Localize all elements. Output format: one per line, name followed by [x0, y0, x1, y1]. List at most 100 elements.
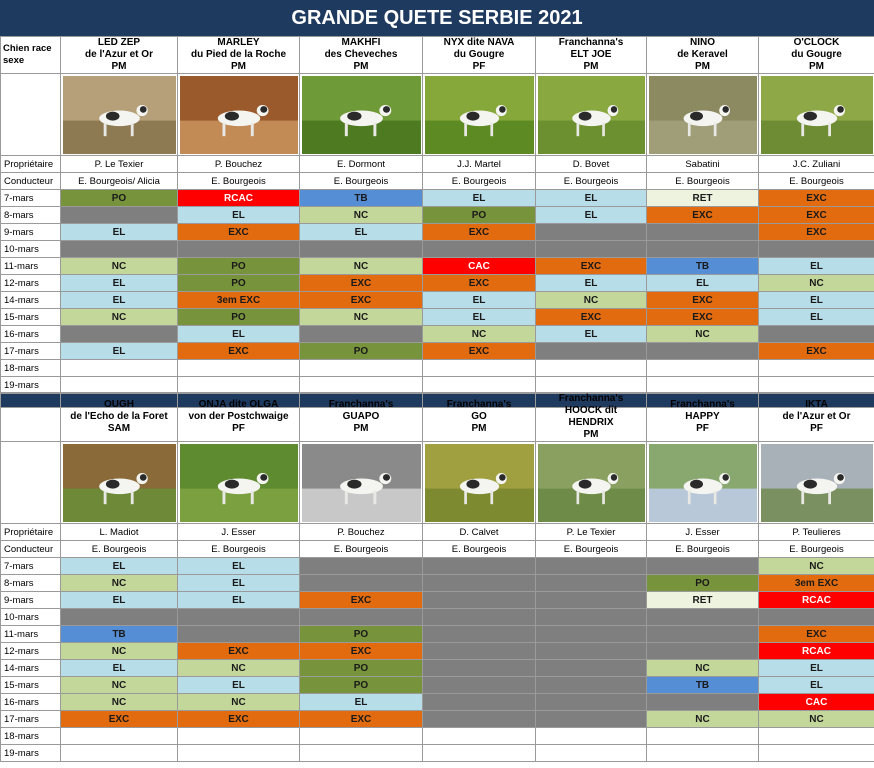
- photo-label-cell: [0, 441, 61, 524]
- result-cell: [535, 727, 647, 745]
- result-cell: [758, 608, 874, 626]
- result-cell: NC: [299, 257, 423, 275]
- dog-name-line: PM: [111, 61, 127, 72]
- result-cell: PO: [299, 659, 423, 677]
- result-cell: EL: [177, 591, 300, 609]
- dog-photo: [758, 73, 874, 156]
- dog-name-line: Franchanna's: [328, 399, 394, 410]
- owner-cell: P. Le Texier: [535, 523, 647, 541]
- result-cell: NC: [177, 659, 300, 677]
- result-cell: EL: [60, 342, 178, 360]
- result-cell: [758, 240, 874, 258]
- dog-name-line: PF: [232, 423, 245, 434]
- dog-name-cell: NYX dite NAVA du Gougre PF: [422, 36, 536, 74]
- dog-photo: [60, 73, 178, 156]
- dog-name-line: GO: [471, 411, 487, 422]
- owner-cell: J. Esser: [177, 523, 300, 541]
- date-cell: 14-mars: [0, 659, 61, 677]
- result-cell: [646, 557, 759, 575]
- result-cell: [60, 359, 178, 377]
- date-cell: 11-mars: [0, 625, 61, 643]
- dog-photo: [422, 441, 536, 524]
- result-cell: NC: [177, 693, 300, 711]
- result-cell: EL: [758, 659, 874, 677]
- dog-photo: [422, 73, 536, 156]
- result-cell: [646, 223, 759, 241]
- result-cell: [646, 359, 759, 377]
- result-cell: [758, 744, 874, 762]
- result-cell: NC: [535, 291, 647, 309]
- dog-name-line: de l'Echo de la Foret: [70, 411, 168, 422]
- result-cell: [422, 642, 536, 660]
- owner-label: Propriétaire: [0, 523, 61, 541]
- dog-photo: [535, 441, 647, 524]
- date-cell: 8-mars: [0, 574, 61, 592]
- result-cell: EL: [177, 557, 300, 575]
- result-cell: [422, 608, 536, 626]
- result-cell: EXC: [758, 342, 874, 360]
- handler-label: Conducteur: [0, 540, 61, 558]
- dog-name-line: de Keravel: [677, 49, 728, 60]
- result-cell: EL: [177, 574, 300, 592]
- result-cell: NC: [758, 274, 874, 292]
- dog-name-line: PF: [472, 61, 486, 72]
- page-title: GRANDE QUETE SERBIE 2021: [0, 0, 874, 36]
- dog-name-line: de l'Azur et Or: [85, 49, 153, 60]
- date-cell: 17-mars: [0, 710, 61, 728]
- result-cell: [535, 744, 647, 762]
- date-cell: 17-mars: [0, 342, 61, 360]
- result-cell: PO: [177, 274, 300, 292]
- dog-name-line: PM: [353, 61, 369, 72]
- result-cell: NC: [758, 710, 874, 728]
- result-cell: [60, 608, 178, 626]
- result-cell: EXC: [299, 642, 423, 660]
- result-cell: EL: [535, 206, 647, 224]
- result-cell: EL: [422, 189, 536, 207]
- result-cell: EXC: [646, 206, 759, 224]
- result-cell: [299, 608, 423, 626]
- owner-cell: J.J. Martel: [422, 155, 536, 173]
- dog-name-line: von der Postchwaige: [188, 411, 289, 422]
- date-cell: 8-mars: [0, 206, 61, 224]
- result-cell: EXC: [299, 291, 423, 309]
- result-cell: [535, 693, 647, 711]
- date-cell: 16-mars: [0, 325, 61, 343]
- handler-cell: E. Bourgeois: [758, 540, 874, 558]
- date-cell: 9-mars: [0, 591, 61, 609]
- handler-cell: E. Bourgeois: [177, 172, 300, 190]
- result-cell: EXC: [758, 189, 874, 207]
- dog-name-cell: IKTA de l'Azur et Or PF: [758, 392, 874, 442]
- result-cell: PO: [60, 189, 178, 207]
- result-cell: EXC: [535, 257, 647, 275]
- dog-name-line: NYX dite NAVA: [443, 37, 515, 49]
- result-cell: [422, 625, 536, 643]
- date-cell: 15-mars: [0, 308, 61, 326]
- dog-name-line: ONJA dite OLGA: [198, 399, 279, 410]
- dog-name-line: MARLEY: [217, 37, 260, 49]
- result-cell: NC: [60, 308, 178, 326]
- result-cell: RCAC: [177, 189, 300, 207]
- dog-name-cell: NINO de Keravel PM: [646, 36, 759, 74]
- result-cell: EXC: [299, 591, 423, 609]
- dog-name-line: MAKHFI: [341, 37, 381, 49]
- dog-name-cell: Franchanna's ELT JOE PM: [535, 36, 647, 74]
- dog-name-line: Franchanna's: [558, 37, 624, 49]
- result-cell: EL: [758, 676, 874, 694]
- owner-cell: P. Bouchez: [177, 155, 300, 173]
- result-cell: [422, 240, 536, 258]
- result-cell: EL: [535, 189, 647, 207]
- dog-name-line: PM: [583, 429, 599, 440]
- result-cell: [646, 342, 759, 360]
- result-cell: NC: [60, 257, 178, 275]
- dog-name-line: ELT JOE: [570, 49, 612, 60]
- result-cell: [646, 744, 759, 762]
- dog-name-line: OUGH: [104, 399, 134, 410]
- result-cell: [422, 710, 536, 728]
- result-cell: [299, 557, 423, 575]
- result-cell: [535, 625, 647, 643]
- result-cell: EL: [60, 557, 178, 575]
- dog-name-line: Franchanna's: [446, 399, 512, 410]
- owner-cell: D. Bovet: [535, 155, 647, 173]
- dog-photo: [646, 441, 759, 524]
- dog-name-cell: OUGH de l'Echo de la Foret SAM: [60, 392, 178, 442]
